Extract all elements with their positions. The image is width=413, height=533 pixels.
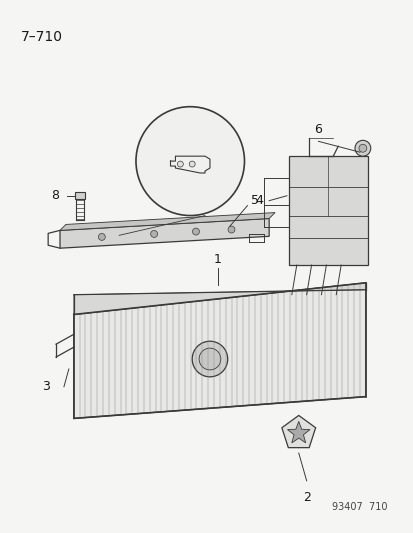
Circle shape xyxy=(150,230,157,237)
Circle shape xyxy=(354,140,370,156)
Polygon shape xyxy=(60,219,268,248)
Circle shape xyxy=(98,233,105,240)
Text: 93407  710: 93407 710 xyxy=(331,503,387,512)
Circle shape xyxy=(192,228,199,235)
Circle shape xyxy=(192,341,227,377)
Text: 7: 7 xyxy=(204,174,211,188)
Text: 3: 3 xyxy=(42,380,50,393)
Polygon shape xyxy=(74,283,365,314)
Circle shape xyxy=(189,161,195,167)
Circle shape xyxy=(228,226,235,233)
Polygon shape xyxy=(287,422,309,443)
Polygon shape xyxy=(281,415,315,448)
Text: 5: 5 xyxy=(251,194,259,207)
Circle shape xyxy=(135,107,244,215)
Text: 8: 8 xyxy=(51,189,59,202)
Text: 6: 6 xyxy=(314,123,322,136)
Circle shape xyxy=(199,348,220,370)
Bar xyxy=(288,156,367,265)
Circle shape xyxy=(177,161,183,167)
Text: 4: 4 xyxy=(255,194,263,207)
Polygon shape xyxy=(60,213,274,230)
Text: 1: 1 xyxy=(214,253,221,266)
Text: 2: 2 xyxy=(302,491,310,504)
Text: 7–710: 7–710 xyxy=(21,30,62,44)
Circle shape xyxy=(358,144,366,152)
Polygon shape xyxy=(74,283,365,418)
Bar xyxy=(75,192,85,199)
